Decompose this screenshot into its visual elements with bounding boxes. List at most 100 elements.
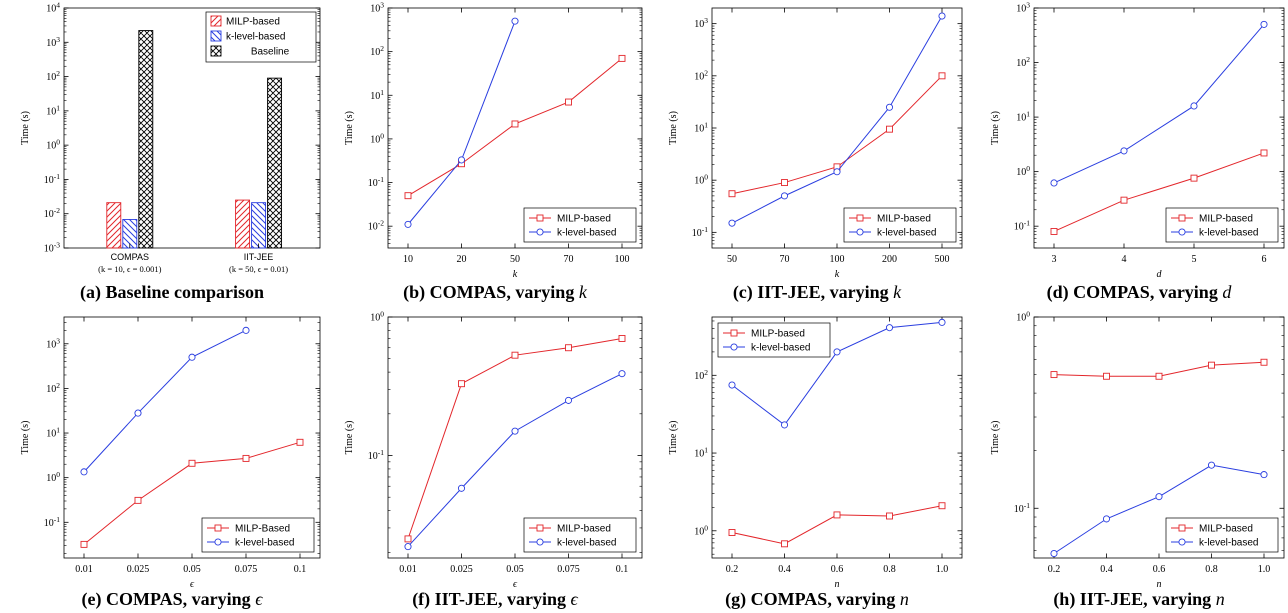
legend-label-milp: MILP-based <box>557 524 611 535</box>
legend-label-milp: MILP-based <box>877 214 931 225</box>
data-point-circle <box>1190 102 1198 110</box>
x-axis-label: n <box>1157 579 1162 590</box>
x-category-sublabel: (k = 10, ϵ = 0.001) <box>98 264 161 274</box>
x-tick-label: 500 <box>935 254 950 265</box>
x-tick-label: 0.075 <box>557 564 580 575</box>
data-point-square <box>618 335 626 342</box>
x-tick-label: 100 <box>830 254 845 265</box>
x-axis-label: n <box>835 579 840 590</box>
series-line-klevel <box>407 20 516 225</box>
legend-box <box>1165 517 1279 553</box>
x-tick-label: 0.4 <box>1100 564 1113 575</box>
y-axis-label: Time (s) <box>344 421 355 455</box>
y-tick-label: 10-1 <box>368 448 384 462</box>
data-point-circle <box>536 228 544 236</box>
x-tick-label: 70 <box>780 254 790 265</box>
data-point-circle <box>1260 20 1268 28</box>
y-tick-label: 102 <box>694 368 708 382</box>
y-tick-label: 100 <box>46 138 60 152</box>
y-axis-label: Time (s) <box>20 421 31 455</box>
x-tick-label: 200 <box>882 254 897 265</box>
legend-label-klevel: k-level-based <box>235 538 294 549</box>
x-tick-label: 0.01 <box>75 564 93 575</box>
y-axis-label: Time (s) <box>344 111 355 145</box>
x-tick-label: 50 <box>510 254 520 265</box>
data-point-square <box>458 380 465 388</box>
x-tick-label: 5 <box>1192 254 1197 265</box>
data-point-square <box>242 454 250 462</box>
legend-label-milp: MILP-based <box>751 329 805 340</box>
data-point-square <box>1260 149 1268 157</box>
data-point-circle <box>511 427 519 435</box>
data-point-square <box>80 540 88 548</box>
legend-box <box>201 517 315 553</box>
legend: MILP-based k-level-based <box>1165 207 1279 243</box>
y-tick-label: 100 <box>1016 164 1030 178</box>
x-tick-label: 4 <box>1122 254 1127 265</box>
y-tick-label: 102 <box>694 68 708 82</box>
legend: MILP-Based k-level-based <box>201 517 315 553</box>
data-point-circle <box>885 324 894 332</box>
data-point-circle <box>80 468 88 476</box>
legend-label-klevel: k-level-based <box>226 32 285 43</box>
data-point-square <box>886 125 893 133</box>
y-tick-label: 103 <box>1016 1 1030 15</box>
data-point-circle <box>833 348 841 356</box>
x-tick-label: 0.8 <box>883 564 896 575</box>
data-point-square <box>565 98 572 106</box>
x-tick-label: 0.4 <box>778 564 791 575</box>
data-point-square <box>781 540 788 548</box>
y-tick-label: 100 <box>46 470 60 484</box>
panel-caption: (b) COMPAS, varying k <box>403 282 588 303</box>
data-point-square <box>404 192 412 200</box>
data-point-square <box>1190 174 1198 182</box>
y-tick-label: 102 <box>46 69 60 83</box>
legend-swatch-klevel <box>210 30 222 42</box>
legend-label-baseline: Baseline <box>251 47 290 58</box>
x-tick-label: 1.0 <box>1258 564 1271 575</box>
data-point-square <box>134 496 142 504</box>
data-point-circle <box>938 12 946 20</box>
chart-panel-d: 10-1 100 101 102 103 Time (s) 3 4 5 6 d MILP-based k… <box>990 1 1285 303</box>
panel-caption: (c) IIT-JEE, varying k <box>733 282 902 303</box>
data-point-circle <box>1102 515 1111 523</box>
y-tick-label: 10-3 <box>44 241 60 255</box>
data-point-circle <box>457 484 466 492</box>
x-tick-label: 0.8 <box>1205 564 1218 575</box>
data-point-circle <box>618 370 626 378</box>
legend-label-milp: MILP-based <box>1199 524 1253 535</box>
legend-label-klevel: k-level-based <box>877 228 936 239</box>
panel-caption: (h) IIT-JEE, varying n <box>1053 589 1224 610</box>
y-tick-label: 100 <box>694 523 708 537</box>
panel-caption: (g) COMPAS, varying n <box>725 589 909 610</box>
series-line-milp <box>731 505 943 545</box>
data-point-square <box>730 329 738 337</box>
legend: MILP-based k-level-based <box>523 517 637 553</box>
series-line-milp <box>407 337 623 540</box>
y-axis-label: Time (s) <box>990 421 1001 455</box>
legend-swatch-milp <box>210 15 222 27</box>
data-point-square <box>1050 228 1058 235</box>
data-point-circle <box>1050 179 1058 187</box>
legend-label-klevel: k-level-based <box>1199 228 1258 239</box>
data-point-square <box>833 511 841 519</box>
x-tick-label: 100 <box>615 254 630 265</box>
y-tick-label: 101 <box>694 446 708 460</box>
data-point-square <box>296 438 304 446</box>
y-tick-label: 101 <box>370 88 384 102</box>
data-point-circle <box>833 168 841 176</box>
legend-box <box>843 207 957 243</box>
data-point-square <box>511 120 519 128</box>
y-tick-label: 101 <box>1016 110 1030 124</box>
x-tick-label: 0.1 <box>294 564 307 575</box>
y-axis-label: Time (s) <box>668 421 679 455</box>
data-point-circle <box>1260 471 1268 479</box>
x-tick-label: 0.01 <box>399 564 417 575</box>
y-tick-label: 101 <box>46 103 60 117</box>
x-category-sublabel: (k = 50, ϵ = 0.01) <box>229 264 288 274</box>
data-point-square <box>1178 524 1186 532</box>
data-point-square <box>728 190 736 198</box>
data-point-square <box>938 502 946 510</box>
series-line-klevel <box>1053 24 1265 184</box>
